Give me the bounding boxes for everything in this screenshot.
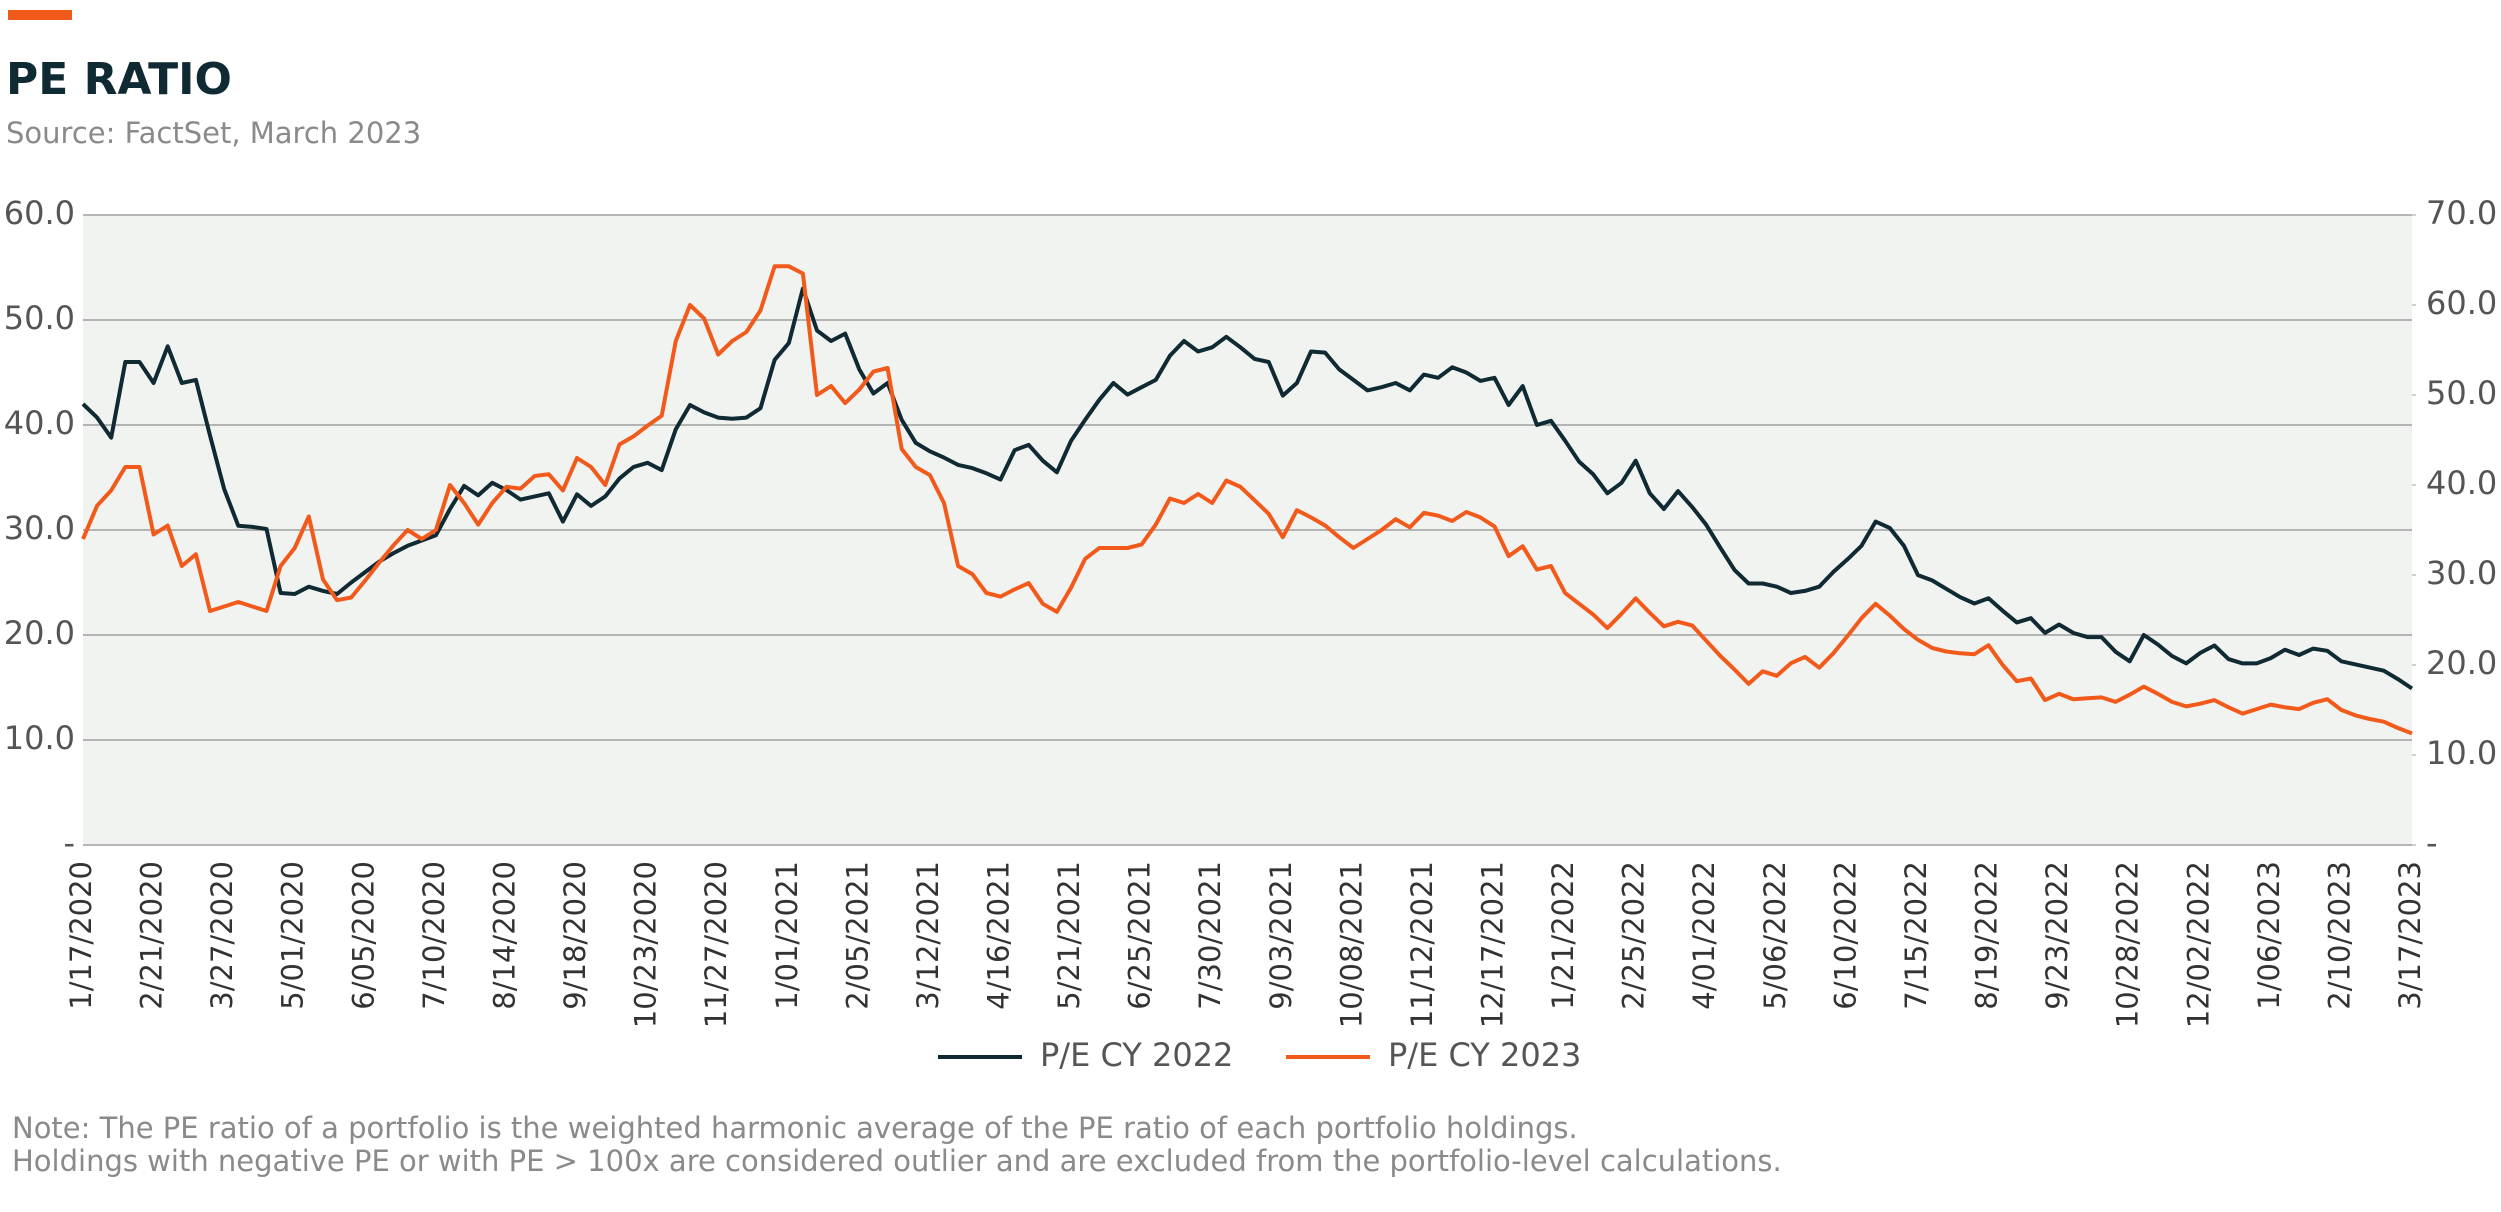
x-tick-label: 6/05/2020	[346, 861, 380, 1010]
x-tick-label: 2/25/2022	[1617, 861, 1651, 1010]
x-tick-label: 7/10/2020	[417, 861, 451, 1010]
y2-tick-label: 30.0	[2426, 554, 2497, 592]
y-tick-label: 20.0	[4, 614, 75, 652]
x-tick-label: 10/23/2020	[629, 861, 663, 1028]
y-tick-label: 50.0	[4, 299, 75, 337]
y-tick-label: 60.0	[4, 194, 75, 232]
x-tick-label: 3/27/2020	[205, 861, 239, 1010]
x-tick-label: 9/03/2021	[1264, 861, 1298, 1010]
y2-tick-label: 20.0	[2426, 644, 2497, 682]
x-tick-label: 11/27/2020	[699, 861, 733, 1028]
accent-bar	[8, 10, 72, 20]
x-tick-label: 11/12/2021	[1405, 861, 1439, 1028]
x-tick-label: 6/25/2021	[1123, 861, 1157, 1010]
x-tick-label: 7/15/2022	[1899, 861, 1933, 1010]
x-tick-label: 8/14/2020	[487, 861, 521, 1010]
y-tick-label: 30.0	[4, 509, 75, 547]
y2-tick-label: 60.0	[2426, 284, 2497, 322]
chart-subtitle: Source: FactSet, March 2023	[6, 116, 421, 150]
series-line	[81, 264, 2413, 736]
x-tick-label: 10/08/2021	[1334, 861, 1368, 1028]
x-tick-label: 1/21/2022	[1546, 861, 1580, 1010]
x-tick-label: 12/02/2022	[2181, 861, 2215, 1028]
x-tick-label: 2/05/2021	[840, 861, 874, 1010]
y-tick-label: 40.0	[4, 404, 75, 442]
legend-label: P/E CY 2023	[1388, 1036, 1581, 1074]
x-tick-label: 3/17/2023	[2393, 861, 2427, 1010]
note: Note: The PE ratio of a portfolio is the…	[12, 1111, 1578, 1145]
y2-tick-label: 40.0	[2426, 464, 2497, 502]
chart-title: PE RATIO	[6, 54, 232, 105]
y2-tick-label: 10.0	[2426, 734, 2497, 772]
x-tick-label: 1/06/2023	[2252, 861, 2286, 1010]
x-tick-label: 2/21/2020	[135, 861, 169, 1010]
x-tick-label: 1/17/2020	[64, 861, 98, 1010]
y2-tick-label: 70.0	[2426, 194, 2497, 232]
x-tick-label: 2/10/2023	[2322, 861, 2356, 1010]
x-tick-label: 8/19/2022	[1970, 861, 2004, 1010]
x-tick-label: 5/06/2022	[1758, 861, 1792, 1010]
x-tick-label: 4/01/2022	[1687, 861, 1721, 1010]
x-tick-label: 5/01/2020	[276, 861, 310, 1010]
x-tick-label: 3/12/2021	[911, 861, 945, 1010]
x-tick-label: 5/21/2021	[1052, 861, 1086, 1010]
x-tick-label: 7/30/2021	[1193, 861, 1227, 1010]
series-line	[81, 286, 2414, 691]
x-tick-label: 10/28/2022	[2111, 861, 2145, 1028]
x-tick-label: 1/01/2021	[770, 861, 804, 1010]
x-tick-label: 4/16/2021	[981, 861, 1015, 1010]
x-tick-label: 12/17/2021	[1476, 861, 1510, 1028]
y2-tick-label: 50.0	[2426, 374, 2497, 412]
y-tick-label: -	[63, 824, 75, 862]
note: Holdings with negative PE or with PE > 1…	[12, 1144, 1782, 1178]
y2-tick-label: -	[2426, 824, 2438, 862]
y-tick-label: 10.0	[4, 719, 75, 757]
x-tick-label: 6/10/2022	[1828, 861, 1862, 1010]
x-tick-label: 9/18/2020	[558, 861, 592, 1010]
legend-label: P/E CY 2022	[1040, 1036, 1233, 1074]
x-tick-label: 9/23/2022	[2040, 861, 2074, 1010]
